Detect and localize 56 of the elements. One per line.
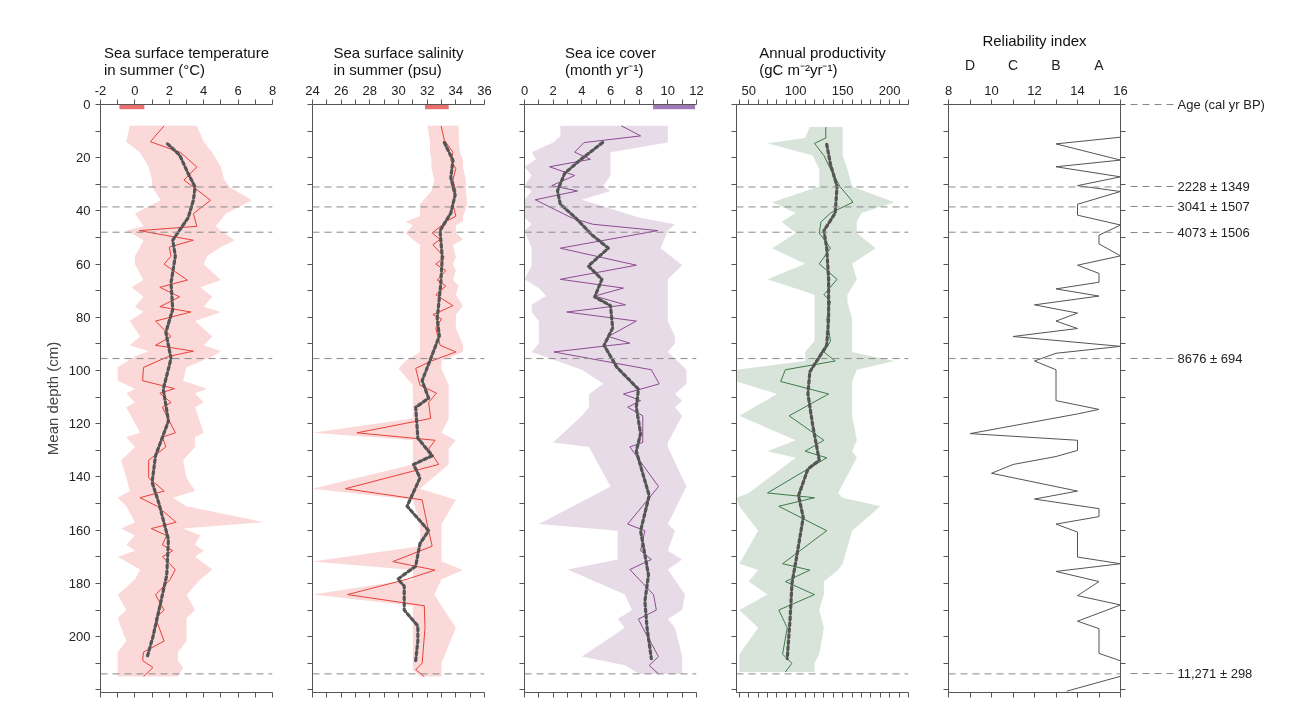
text: 8676 ± 694 <box>1177 351 1243 367</box>
text: 3041 ± 1507 <box>1177 199 1250 215</box>
x-tick-label: 6 <box>234 82 242 98</box>
x-tick-label: 12 <box>689 82 704 98</box>
chart-title: Sea surface temperature in summer (°C) <box>103 43 270 78</box>
x-tick-label: 10 <box>660 82 676 98</box>
y-tick-label: 160 <box>68 522 91 538</box>
x-tick-label: 2 <box>549 82 557 98</box>
text: D <box>964 56 976 73</box>
x-tick-label: 26 <box>333 82 349 98</box>
x-tick-label: 28 <box>362 82 378 98</box>
chart-title: Sea ice cover (month yr⁻¹) <box>565 43 656 78</box>
x-tick-label: 100 <box>784 82 807 98</box>
chart-title: Reliability index <box>982 31 1088 49</box>
text: B <box>1051 56 1061 73</box>
x-tick-label: 200 <box>878 82 901 98</box>
text: 2228 ± 1349 <box>1177 179 1250 195</box>
x-tick-label: 16 <box>1113 82 1128 98</box>
x-tick-label: 8 <box>268 82 277 98</box>
y-tick-label: 140 <box>68 469 91 485</box>
y-tick-label: 80 <box>76 309 91 325</box>
text: C <box>1007 56 1019 73</box>
y-tick-label: 0 <box>83 97 91 112</box>
text: 11,271 ± 298 <box>1177 666 1253 682</box>
x-tick-label: 24 <box>305 82 320 98</box>
x-tick-label: 6 <box>606 82 615 98</box>
y-tick-label: 120 <box>68 416 91 432</box>
y-tick-label: 180 <box>68 575 91 591</box>
chart-title: Annual productivity (gC m⁻²yr⁻¹) <box>759 43 887 78</box>
y-tick-label: 40 <box>76 203 91 219</box>
x-tick-label: -2 <box>94 82 107 98</box>
text: Age (cal yr BP) <box>1177 97 1265 112</box>
text: A <box>1094 56 1105 73</box>
x-tick-label: 34 <box>448 82 464 98</box>
text: 4073 ± 1506 <box>1177 224 1250 240</box>
x-tick-label: 8 <box>944 82 953 98</box>
x-tick-label: 0 <box>131 82 139 98</box>
x-tick-label: 32 <box>419 82 435 98</box>
x-tick-label: 8 <box>635 82 643 98</box>
x-tick-label: 30 <box>391 82 406 98</box>
x-tick-label: 4 <box>578 82 586 98</box>
y-tick-label: 200 <box>68 629 91 645</box>
y-tick-label: 60 <box>76 256 91 272</box>
x-tick-label: 2 <box>165 82 173 98</box>
y-tick-label: 100 <box>68 363 91 379</box>
x-tick-label: 50 <box>741 82 756 98</box>
x-tick-label: 14 <box>1070 82 1085 98</box>
x-tick-label: 36 <box>477 82 492 98</box>
x-tick-label: 0 <box>520 82 529 98</box>
x-tick-label: 10 <box>984 82 999 98</box>
x-tick-label: 4 <box>200 82 208 98</box>
x-tick-label: 12 <box>1027 82 1042 98</box>
y-axis-title: Mean depth (cm) <box>43 341 61 456</box>
y-tick-label: 20 <box>76 150 91 166</box>
chart-title: Sea surface salinity in summer (psu) <box>333 43 465 78</box>
x-tick-label: 150 <box>831 82 854 98</box>
